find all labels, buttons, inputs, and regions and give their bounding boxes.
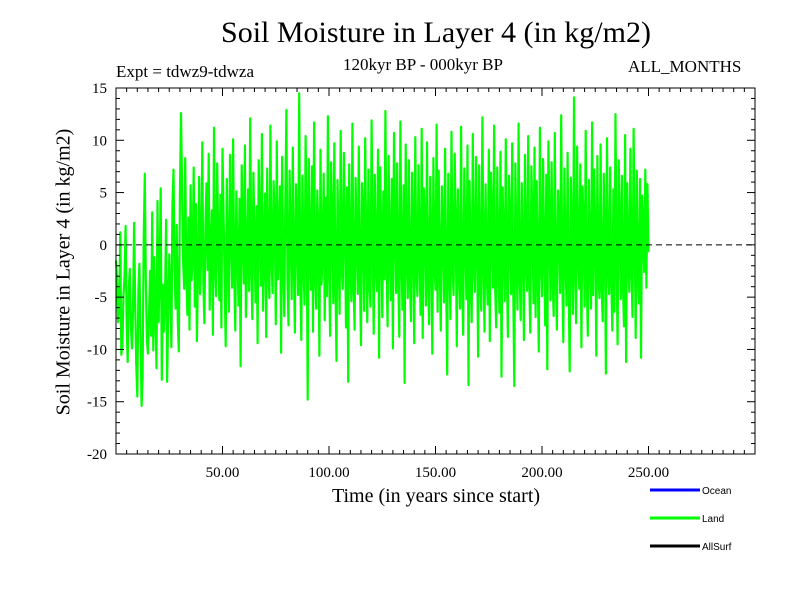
legend-label-land: Land xyxy=(702,514,724,525)
y-tick-label: -5 xyxy=(95,290,108,306)
x-tick-label: 250.00 xyxy=(628,465,669,481)
period-label: 120kyr BP - 000kyr BP xyxy=(343,55,503,74)
series-line-land xyxy=(114,92,650,407)
legend: Ocean Land AllSurf xyxy=(650,486,732,553)
y-tick-label: 10 xyxy=(92,133,107,149)
y-tick-label: -10 xyxy=(87,342,107,358)
legend-label-ocean: Ocean xyxy=(702,486,731,497)
experiment-label: Expt = tdwz9-tdwza xyxy=(116,62,254,81)
x-tick-label: 100.00 xyxy=(308,465,349,481)
series-layer xyxy=(114,92,650,407)
y-tick-label: 0 xyxy=(100,238,108,254)
months-label: ALL_MONTHS xyxy=(628,57,742,76)
x-tick-label: 200.00 xyxy=(521,465,562,481)
y-tick-label: -20 xyxy=(87,447,107,463)
y-tick-label: -15 xyxy=(87,395,107,411)
legend-label-allsurf: AllSurf xyxy=(702,542,732,553)
ticks-layer: -20 -15 -10 -5 0 5 10 15 50.00 100.00 150.00 200.00… xyxy=(87,81,755,481)
x-axis-label: Time (in years since start) xyxy=(331,485,541,507)
x-tick-label: 150.00 xyxy=(415,465,456,481)
y-tick-label: 5 xyxy=(100,186,108,202)
y-tick-label: 15 xyxy=(92,81,107,97)
plot-frame xyxy=(115,87,756,455)
chart-title: Soil Moisture in Layer 4 (in kg/m2) xyxy=(221,16,651,49)
x-tick-label: 50.00 xyxy=(206,465,240,481)
